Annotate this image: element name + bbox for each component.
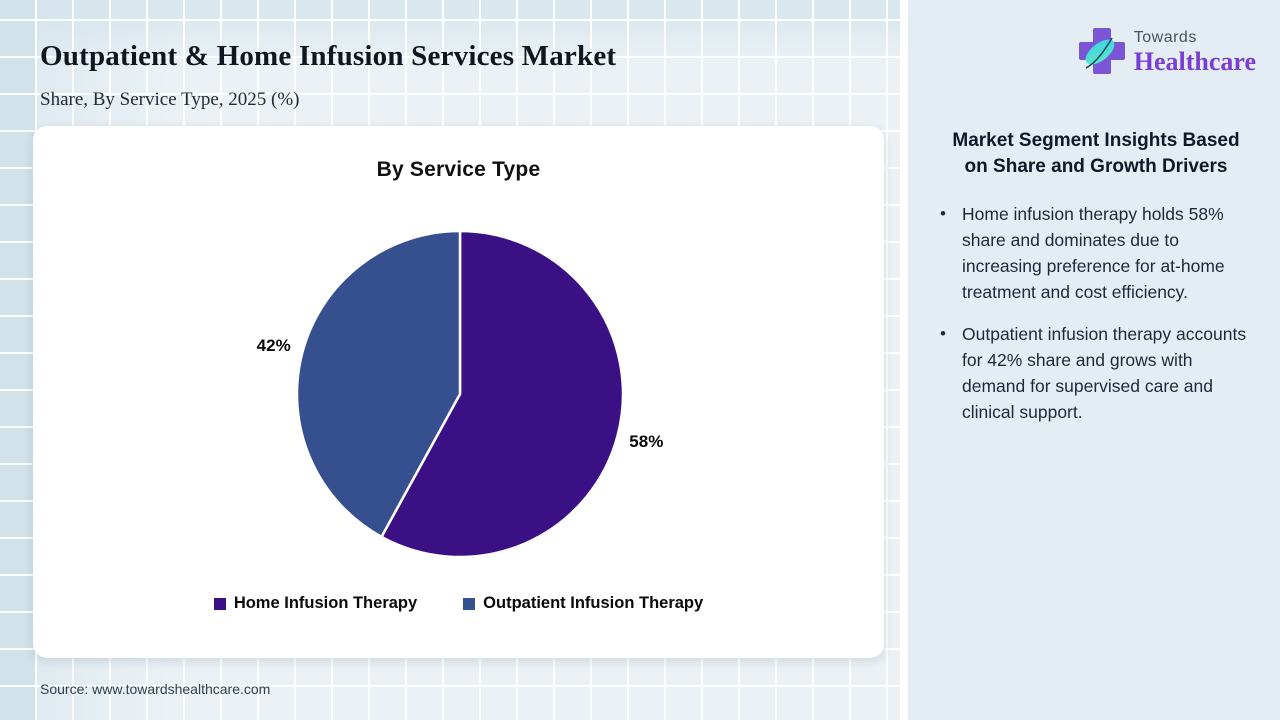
insight-bullet-1: Outpatient infusion therapy accounts for… xyxy=(938,321,1254,425)
legend-label-1: Outpatient Infusion Therapy xyxy=(483,594,704,612)
insight-bullet-0: Home infusion therapy holds 58% share an… xyxy=(938,201,1254,305)
page-subtitle: Share, By Service Type, 2025 (%) xyxy=(40,89,300,110)
legend-label-0: Home Infusion Therapy xyxy=(233,594,418,612)
legend-swatch-0 xyxy=(213,597,226,610)
pie-data-label-1: 42% xyxy=(256,336,291,356)
towards-healthcare-logo: Towards Healthcare xyxy=(1074,22,1256,82)
insights-heading: Market Segment Insights Based on Share a… xyxy=(952,130,1240,177)
pie-data-label-0: 58% xyxy=(629,431,664,451)
logo-cross-leaf-icon xyxy=(1078,28,1125,74)
legend-swatch-1 xyxy=(463,597,476,610)
header: Outpatient & Home Infusion Services Mark… xyxy=(40,40,880,111)
page-title: Outpatient & Home Infusion Services Mark… xyxy=(40,40,617,72)
legend-item-1: Outpatient Infusion Therapy xyxy=(463,594,703,613)
logo-word-towards: Towards xyxy=(1133,28,1197,46)
logo-word-healthcare: Healthcare xyxy=(1133,46,1256,76)
chart-legend: Home Infusion Therapy Outpatient Infusion… xyxy=(33,594,884,613)
insights-section: Market Segment Insights Based on Share a… xyxy=(908,128,1280,441)
chart-card: By Service Type 58% 42% Home Infusion The… xyxy=(33,126,884,658)
logo-words: Towards Healthcare xyxy=(1133,28,1256,76)
pie-slice-0 xyxy=(380,229,625,559)
pie-svg xyxy=(295,229,625,559)
pie-slice-1 xyxy=(295,229,462,539)
chart-title: By Service Type xyxy=(376,158,541,181)
pie-chart: 58% 42% xyxy=(230,194,690,594)
source-text: Source: www.towardshealthcare.com xyxy=(40,681,271,697)
insights-list: Home infusion therapy holds 58% share an… xyxy=(938,201,1254,425)
insights-panel: Towards Healthcare Market Segment Insigh… xyxy=(908,0,1280,720)
legend-item-0: Home Infusion Therapy xyxy=(213,594,418,613)
